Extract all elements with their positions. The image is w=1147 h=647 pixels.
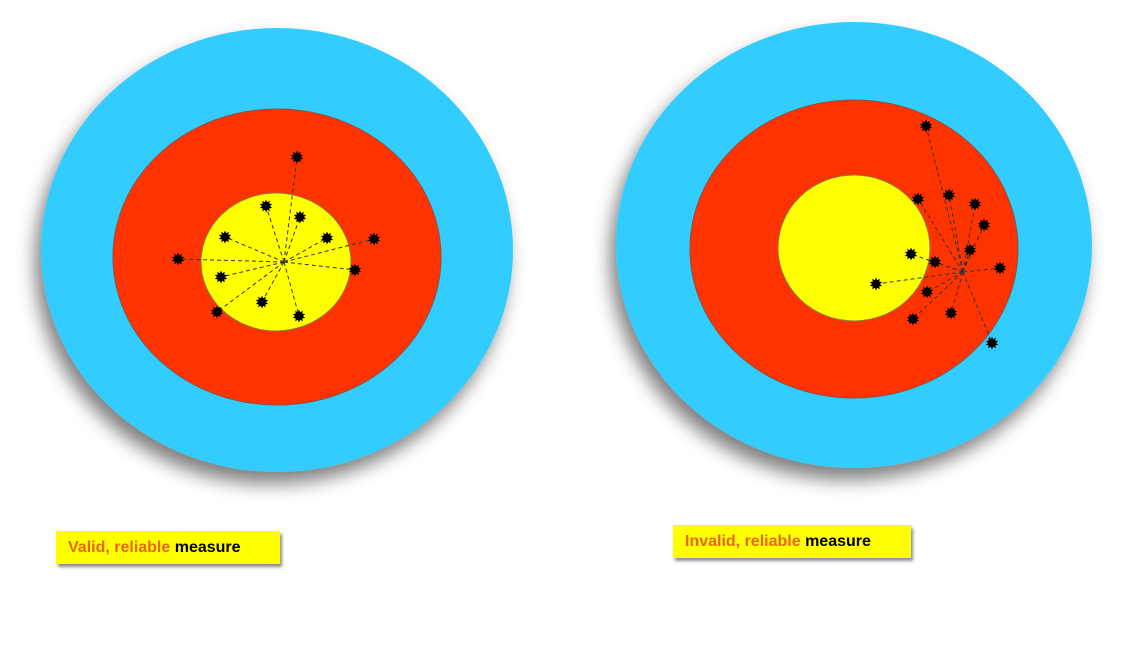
hit-line — [283, 216, 301, 263]
caption-tail: measure — [174, 539, 241, 556]
caption-valid-reliable: Valid, reliable measure — [56, 531, 280, 564]
bullseye — [777, 174, 931, 322]
hit-line — [283, 156, 298, 263]
hit-mark — [259, 199, 273, 213]
caption-invalid-reliable: Invalid, reliable measure — [673, 525, 911, 558]
hit-mark — [919, 119, 933, 133]
hit-line — [875, 271, 964, 285]
caption-lead: Invalid, reliable — [685, 533, 801, 550]
hit-mark — [942, 188, 956, 202]
hit-mark — [210, 305, 224, 319]
hit-mark — [218, 230, 232, 244]
hit-mark — [171, 252, 185, 266]
hit-mark — [963, 243, 977, 257]
caption-lead: Valid, reliable — [68, 539, 171, 556]
hit-line — [283, 261, 356, 271]
hit-mark — [367, 232, 381, 246]
hit-line — [283, 238, 375, 263]
hit-mark — [290, 150, 304, 164]
target-invalid-reliable — [616, 22, 1092, 468]
hit-mark — [928, 255, 942, 269]
hit-mark — [977, 218, 991, 232]
hit-line — [962, 203, 976, 273]
hit-line — [962, 267, 1001, 273]
hit-line — [265, 205, 285, 263]
hit-marks — [171, 150, 381, 323]
hit-line — [224, 236, 285, 263]
hit-mark — [968, 197, 982, 211]
hit-marks — [869, 119, 1007, 350]
hit-mark — [944, 306, 958, 320]
hit-mark — [904, 247, 918, 261]
hit-mark — [869, 277, 883, 291]
caption-tail: measure — [805, 533, 871, 550]
hit-mark — [320, 231, 334, 245]
hit-mark — [348, 263, 362, 277]
hit-mark — [993, 261, 1007, 275]
hit-mark — [255, 295, 269, 309]
hit-line — [177, 258, 285, 263]
target-valid-reliable — [41, 28, 513, 472]
hit-line — [283, 261, 300, 317]
hit-line — [261, 261, 285, 303]
hit-mark — [214, 270, 228, 284]
hit-line — [917, 198, 964, 273]
hit-mark — [906, 312, 920, 326]
hit-mark — [911, 192, 925, 206]
hit-mark — [292, 309, 306, 323]
hit-line — [912, 271, 964, 320]
hit-line — [962, 224, 985, 273]
hit-line — [948, 194, 964, 273]
hit-mark — [920, 285, 934, 299]
hit-line — [950, 271, 964, 314]
hit-line — [962, 249, 971, 273]
hit-mark — [293, 210, 307, 224]
hit-line — [962, 271, 993, 344]
hit-line — [283, 237, 328, 263]
hit-mark — [985, 336, 999, 350]
hit-line — [220, 261, 285, 278]
